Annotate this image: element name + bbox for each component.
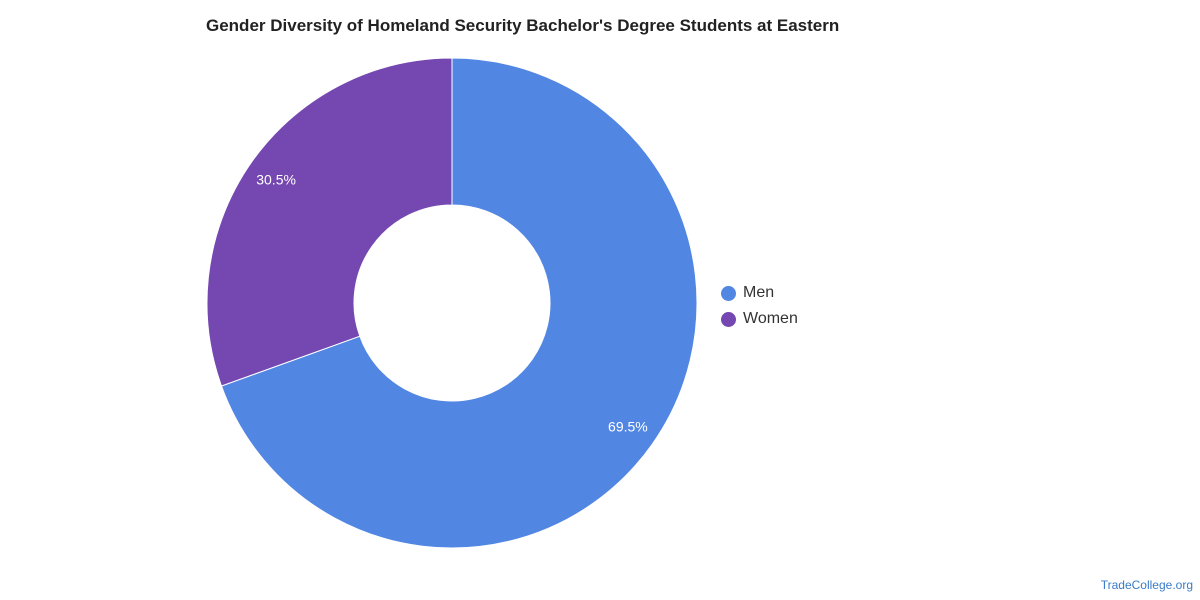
chart-title: Gender Diversity of Homeland Security Ba… [206,16,840,35]
legend-swatch-women [721,311,736,327]
data-label-women: 30.5% [256,171,296,187]
legend-item-women[interactable]: Women [721,306,798,332]
legend-item-men[interactable]: Men [721,280,798,306]
legend-label-men: Men [743,284,775,301]
legend: Men Women [721,280,798,332]
legend-swatch-men [721,285,736,301]
legend-label-women: Women [743,310,798,327]
slice-labels: 69.5% 30.5% [256,171,648,434]
slice-women[interactable] [206,57,453,387]
watermark-link[interactable]: TradeCollege.org [1100,578,1193,592]
data-label-men: 69.5% [608,419,648,435]
slice-men[interactable] [220,57,698,549]
donut-slices [206,57,698,549]
